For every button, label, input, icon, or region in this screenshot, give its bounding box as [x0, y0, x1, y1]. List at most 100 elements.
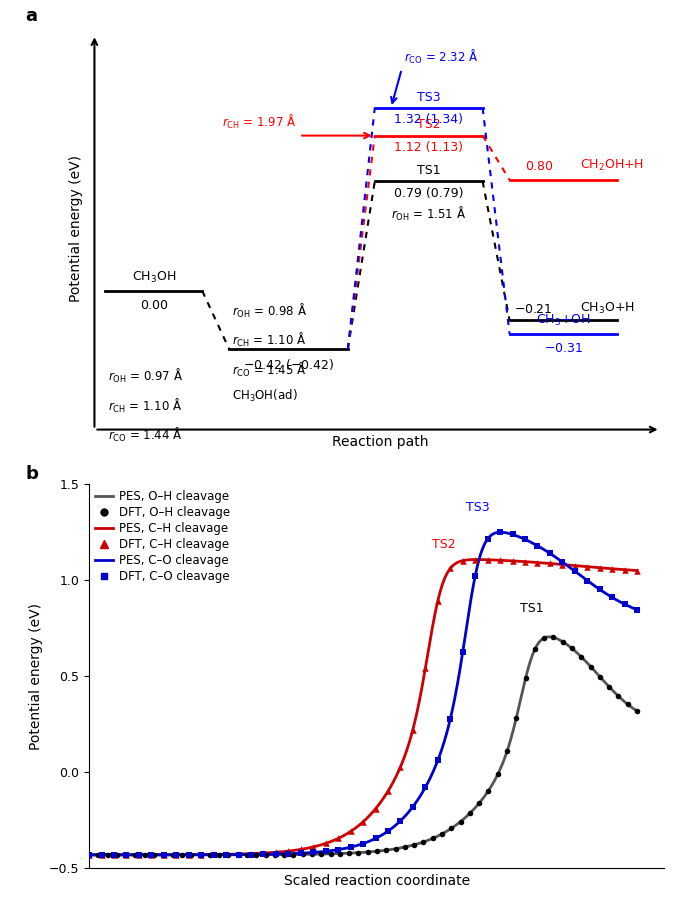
Point	[316, 846, 327, 861]
Text: $-$0.21: $-$0.21	[514, 303, 553, 316]
Y-axis label: Potential energy (eV): Potential energy (eV)	[29, 603, 43, 749]
Point	[221, 847, 232, 862]
Point	[511, 710, 522, 725]
Text: $r_\mathrm{CO}$ = 2.32 Å: $r_\mathrm{CO}$ = 2.32 Å	[404, 48, 479, 66]
Point	[582, 573, 593, 588]
Text: $r_\mathrm{CH}$ = 1.97 Å: $r_\mathrm{CH}$ = 1.97 Å	[223, 113, 297, 132]
Point	[177, 847, 188, 862]
Point	[420, 780, 431, 794]
Point	[158, 847, 169, 862]
Point	[84, 847, 95, 862]
Point	[436, 826, 447, 841]
Point	[171, 847, 182, 862]
Point	[445, 561, 456, 576]
Point	[594, 582, 605, 597]
Point	[464, 806, 475, 821]
Text: TS3: TS3	[466, 501, 490, 515]
Text: TS1: TS1	[417, 165, 440, 177]
Text: $r_\mathrm{OH}$ = 0.97 Å
$r_\mathrm{CH}$ = 1.10 Å
$r_\mathrm{CO}$ = 1.44 Å: $r_\mathrm{OH}$ = 0.97 Å $r_\mathrm{CH}$…	[108, 367, 183, 444]
Text: $-$0.42 ($-$0.42): $-$0.42 ($-$0.42)	[243, 357, 334, 373]
Point	[84, 847, 95, 862]
Point	[223, 847, 234, 862]
Point	[288, 847, 299, 862]
Point	[204, 847, 215, 862]
X-axis label: Scaled reaction coordinate: Scaled reaction coordinate	[284, 874, 470, 887]
Point	[233, 847, 244, 862]
Text: $r_\mathrm{OH}$ = 1.51 Å: $r_\mathrm{OH}$ = 1.51 Å	[391, 205, 466, 223]
Point	[507, 527, 518, 542]
Point	[432, 594, 443, 609]
Point	[146, 847, 157, 862]
Point	[595, 669, 606, 684]
Point	[345, 840, 356, 855]
Point	[457, 553, 468, 568]
Point	[607, 561, 618, 576]
Point	[519, 532, 530, 547]
Point	[632, 704, 643, 718]
Text: TS1: TS1	[520, 602, 544, 615]
Point	[619, 562, 630, 577]
Point	[139, 847, 150, 862]
Point	[233, 846, 244, 861]
Text: CH$_2$OH+H: CH$_2$OH+H	[580, 158, 644, 173]
Point	[283, 846, 294, 861]
Point	[344, 845, 355, 860]
Point	[370, 831, 381, 845]
Point	[495, 553, 506, 568]
Point	[158, 847, 169, 862]
Point	[283, 844, 294, 858]
Point	[214, 847, 225, 862]
Point	[96, 847, 107, 862]
Point	[333, 831, 344, 845]
Point	[333, 843, 344, 857]
Point	[418, 834, 429, 849]
Point	[362, 845, 373, 859]
Text: $-$0.31: $-$0.31	[544, 342, 583, 356]
Point	[594, 560, 605, 575]
Point	[569, 558, 580, 573]
Point	[585, 659, 596, 674]
Point	[271, 846, 282, 861]
Point	[409, 837, 420, 852]
Point	[297, 847, 308, 862]
Point	[619, 597, 630, 611]
Point	[507, 554, 518, 569]
Point	[495, 525, 506, 539]
Point	[245, 846, 256, 861]
Point	[382, 824, 393, 838]
Point	[158, 847, 169, 862]
Point	[566, 641, 577, 655]
Point	[295, 846, 306, 861]
X-axis label: Reaction path: Reaction path	[332, 435, 428, 449]
Point	[320, 844, 331, 858]
Point	[271, 845, 282, 859]
Text: b: b	[26, 465, 38, 484]
Legend: PES, O–H cleavage, DFT, O–H cleavage, PES, C–H cleavage, DFT, C–H cleavage, PES,: PES, O–H cleavage, DFT, O–H cleavage, PE…	[95, 490, 229, 583]
Point	[102, 847, 113, 862]
Point	[538, 631, 549, 645]
Point	[108, 847, 119, 862]
Point	[167, 847, 178, 862]
Point	[334, 846, 345, 861]
Point	[569, 564, 580, 579]
Point	[358, 814, 369, 829]
Point	[134, 847, 145, 862]
Point	[232, 847, 243, 862]
Text: CH$_3$+OH: CH$_3$+OH	[536, 314, 590, 328]
Y-axis label: Potential energy (eV): Potential energy (eV)	[69, 155, 84, 302]
Point	[532, 538, 543, 553]
Point	[470, 569, 481, 583]
Point	[470, 552, 481, 567]
Point	[242, 847, 253, 862]
Text: a: a	[25, 7, 37, 26]
Point	[455, 814, 466, 829]
Point	[473, 796, 484, 811]
Point	[493, 767, 503, 781]
Point	[130, 847, 141, 862]
Text: TS2: TS2	[432, 537, 456, 550]
Point	[345, 824, 356, 839]
Point	[279, 847, 290, 862]
Point	[548, 630, 559, 644]
Point	[582, 559, 593, 574]
Text: CH$_3$O+H: CH$_3$O+H	[580, 301, 634, 316]
